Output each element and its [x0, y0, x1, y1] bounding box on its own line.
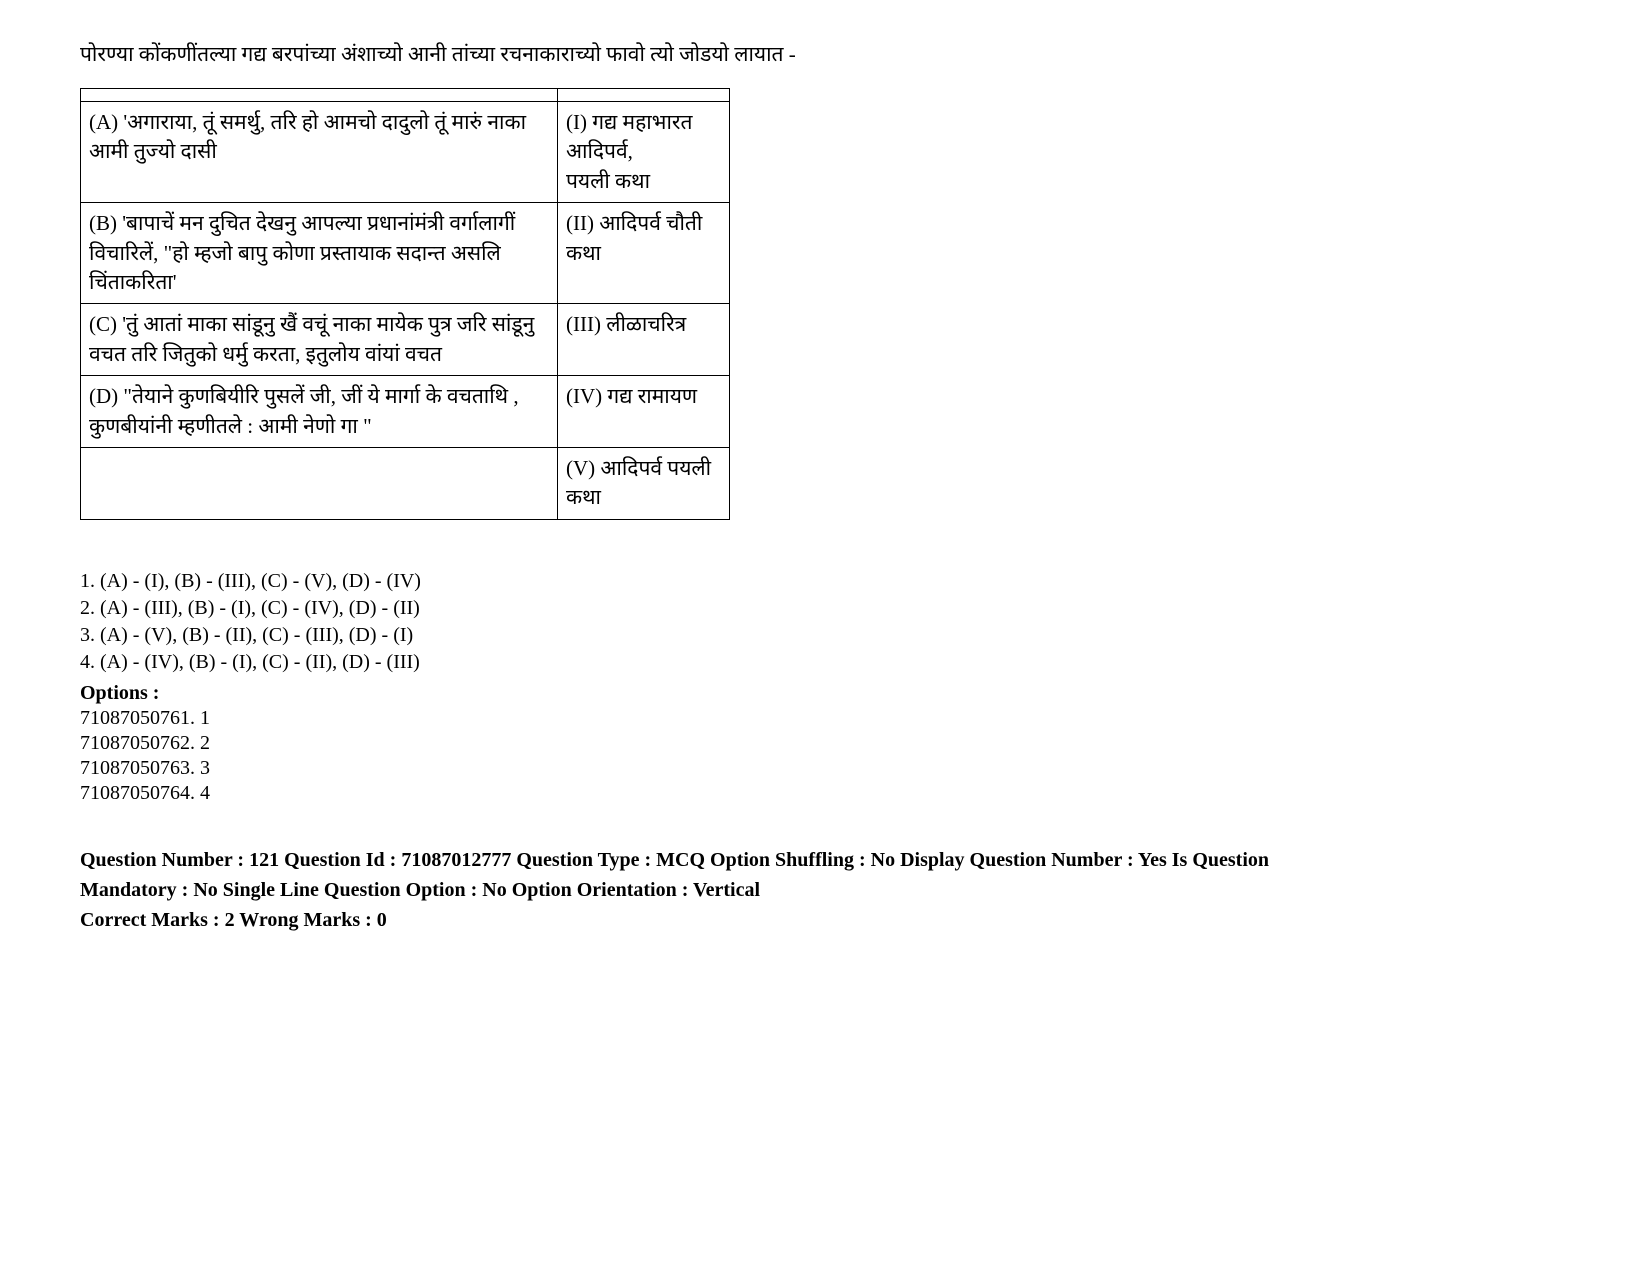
choice-item: 2. (A) - (III), (B) - (I), (C) - (IV), (…	[80, 597, 1570, 620]
table-cell-right: (III) लीळाचरित्र	[558, 304, 730, 376]
table-cell-left	[81, 447, 558, 519]
choice-item: 3. (A) - (V), (B) - (II), (C) - (III), (…	[80, 624, 1570, 647]
table-cell-left: (B) 'बापाचें मन दुचित देखनु आपल्या प्रधा…	[81, 203, 558, 304]
table-row: (A) 'अगाराया, तूं समर्थु, तरि हो आमचो दा…	[81, 102, 730, 203]
table-row: (C) 'तुं आतां माका सांडूनु खैं वचूं नाका…	[81, 304, 730, 376]
option-item: 71087050761. 1	[80, 707, 1570, 730]
choice-item: 1. (A) - (I), (B) - (III), (C) - (V), (D…	[80, 570, 1570, 593]
answer-choices: 1. (A) - (I), (B) - (III), (C) - (V), (D…	[80, 570, 1570, 674]
table-cell-right: (IV) गद्य रामायण	[558, 376, 730, 448]
table-cell-right: (II) आदिपर्व चौती कथा	[558, 203, 730, 304]
table-cell-right: (I) गद्य महाभारतआदिपर्व,पयली कथा	[558, 102, 730, 203]
question-text: पोरण्या कोंकणींतल्या गद्य बरपांच्या अंशा…	[80, 40, 1570, 68]
table-cell-left: (C) 'तुं आतां माका सांडूनु खैं वचूं नाका…	[81, 304, 558, 376]
meta-line-1: Question Number : 121 Question Id : 7108…	[80, 849, 1269, 901]
table-cell-right	[558, 89, 730, 102]
table-cell-left	[81, 89, 558, 102]
meta-line-2: Correct Marks : 2 Wrong Marks : 0	[80, 909, 387, 931]
option-item: 71087050763. 3	[80, 757, 1570, 780]
options-label: Options :	[80, 682, 1570, 705]
option-item: 71087050762. 2	[80, 732, 1570, 755]
table-cell-left: (A) 'अगाराया, तूं समर्थु, तरि हो आमचो दा…	[81, 102, 558, 203]
table-cell-right: (V) आदिपर्व पयली कथा	[558, 447, 730, 519]
table-row: (D) "तेयाने कुणबियीरि पुसलें जी, जीं ये …	[81, 376, 730, 448]
options-list: 71087050761. 1 71087050762. 2 7108705076…	[80, 707, 1570, 805]
table-cell-left: (D) "तेयाने कुणबियीरि पुसलें जी, जीं ये …	[81, 376, 558, 448]
match-table: (A) 'अगाराया, तूं समर्थु, तरि हो आमचो दा…	[80, 88, 730, 520]
table-row: (V) आदिपर्व पयली कथा	[81, 447, 730, 519]
option-item: 71087050764. 4	[80, 782, 1570, 805]
table-row: (B) 'बापाचें मन दुचित देखनु आपल्या प्रधा…	[81, 203, 730, 304]
table-row	[81, 89, 730, 102]
choice-item: 4. (A) - (IV), (B) - (I), (C) - (II), (D…	[80, 651, 1570, 674]
question-meta: Question Number : 121 Question Id : 7108…	[80, 845, 1280, 935]
